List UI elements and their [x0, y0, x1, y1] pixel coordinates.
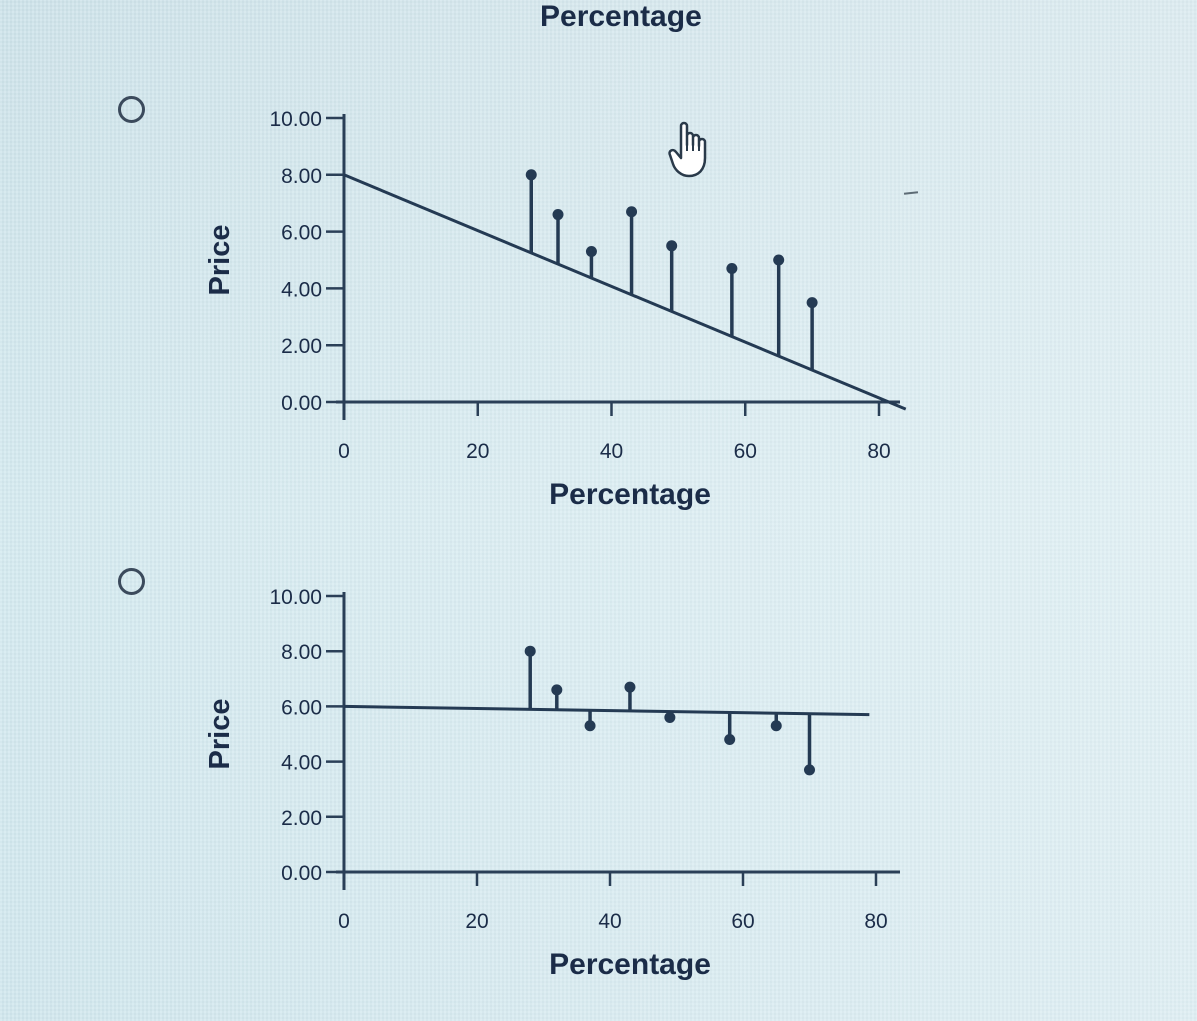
data-point: [626, 206, 638, 218]
pointing-hand-cursor-icon: [668, 121, 707, 178]
data-point: [624, 681, 636, 693]
x-tick-label: 0: [338, 440, 350, 463]
x-tick-label: 60: [731, 910, 754, 933]
y-axis-label: Price: [204, 225, 236, 296]
x-tick-label: 60: [734, 440, 757, 463]
data-point: [666, 240, 678, 252]
y-tick-label: 4.00: [281, 278, 322, 301]
y-tick-label: 2.00: [281, 335, 322, 358]
option-1-radio-icon[interactable]: [118, 96, 145, 123]
data-point: [525, 169, 537, 181]
y-tick-label: 6.00: [281, 696, 322, 719]
x-tick-label: 80: [864, 910, 887, 933]
data-point: [724, 734, 736, 746]
y-tick-label: 8.00: [281, 165, 322, 188]
x-tick-label: 40: [598, 910, 621, 933]
data-point: [584, 720, 596, 732]
y-tick-label: 10.00: [269, 108, 322, 131]
y-tick-label: 0.00: [281, 862, 322, 885]
data-point: [773, 254, 785, 266]
y-axis-label: Price: [204, 699, 236, 770]
regression-line: [343, 704, 870, 717]
y-tick-label: 2.00: [281, 807, 322, 830]
data-point: [806, 297, 818, 309]
data-point: [524, 645, 536, 657]
data-point: [770, 720, 782, 732]
data-point: [552, 209, 564, 221]
x-axis-label: Percentage: [549, 478, 711, 511]
data-point: [804, 764, 815, 776]
top-axis-title: Percentage: [540, 0, 702, 33]
x-tick-label: 80: [867, 440, 890, 463]
data-point: [585, 245, 597, 257]
data-point: [664, 711, 676, 723]
x-tick-label: 40: [600, 440, 623, 463]
y-tick-label: 4.00: [281, 752, 322, 775]
y-tick-label: 10.00: [269, 586, 322, 609]
x-tick-label: 20: [465, 910, 488, 933]
x-axis-label: Percentage: [549, 948, 711, 981]
y-tick-label: 0.00: [281, 392, 322, 415]
option-2-radio-icon[interactable]: [118, 568, 145, 595]
x-tick-label: 20: [466, 440, 489, 463]
data-point: [726, 263, 738, 275]
regression-line: [343, 173, 907, 411]
y-tick-label: 8.00: [281, 641, 322, 664]
x-tick-label: 0: [338, 910, 350, 933]
y-tick-label: 6.00: [281, 222, 322, 245]
data-point: [551, 684, 563, 696]
